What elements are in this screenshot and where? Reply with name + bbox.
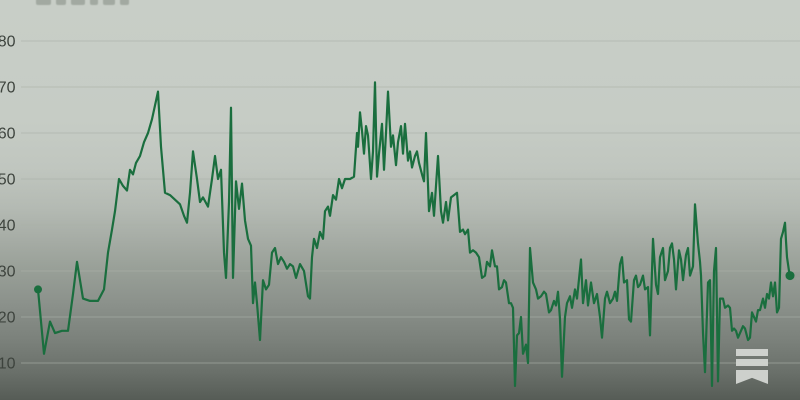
y-axis-tick-label: 40 xyxy=(0,218,16,235)
substack-logo-flag xyxy=(736,369,768,384)
y-axis-tick-label: 10 xyxy=(0,356,16,373)
y-axis-tick-label: 80 xyxy=(0,34,16,51)
y-axis-tick-label: 50 xyxy=(0,172,16,189)
substack-logo[interactable] xyxy=(736,349,768,384)
series-start-dot xyxy=(34,285,42,294)
series-line xyxy=(36,81,792,388)
series-end-dot xyxy=(785,271,795,281)
y-axis-tick-label: 30 xyxy=(0,264,16,281)
substack-logo-bar xyxy=(736,359,768,366)
y-axis-tick-label: 20 xyxy=(0,310,16,327)
y-axis-tick-label: 70 xyxy=(0,80,16,97)
edge-artifact xyxy=(796,269,800,272)
edge-artifact xyxy=(796,277,800,280)
clipped-title-text xyxy=(36,0,129,5)
substack-logo-bar xyxy=(736,349,768,356)
y-axis-tick-label: 60 xyxy=(0,126,16,143)
